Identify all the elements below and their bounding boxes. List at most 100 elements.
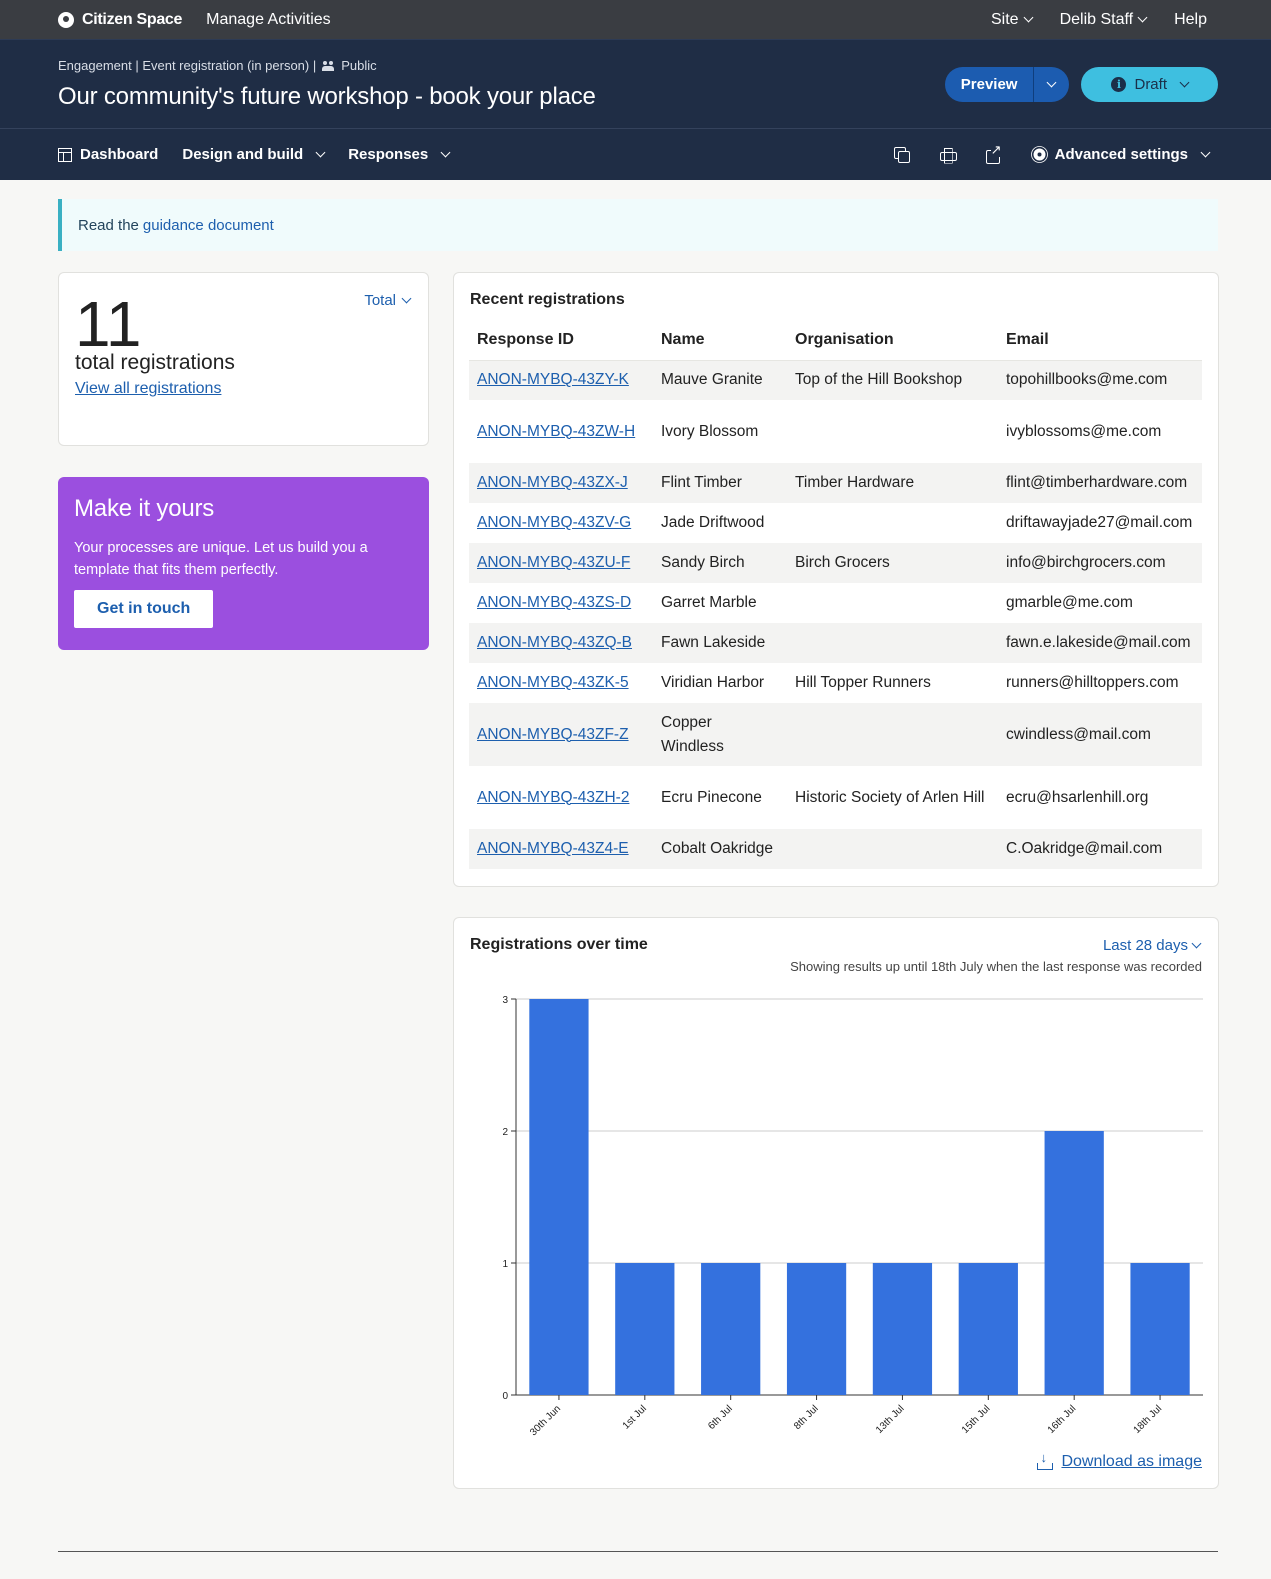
total-label: total registrations [75,351,235,374]
registrations-over-time-card: Registrations over time Last 28 days Sho… [453,917,1219,1489]
email-text: fawn.e.lakeside@mail.com [1006,634,1191,651]
external-link-icon[interactable] [985,142,1002,164]
download-label: Download as image [1061,1453,1202,1470]
response-id-link[interactable]: ANON-MYBQ-43ZQ-B [477,634,633,651]
response-id-cell: ANON-MYBQ-43ZY-K [469,360,653,400]
response-id-link[interactable]: ANON-MYBQ-43ZS-D [477,594,632,611]
name-text: Sandy Birch [661,554,745,571]
breadcrumb: Engagement | Event registration (in pers… [58,58,377,73]
name-text: Cobalt Oakridge [661,840,774,857]
preview-dropdown-button[interactable] [1033,67,1069,102]
response-id-link[interactable]: ANON-MYBQ-43ZV-G [477,514,632,531]
response-id-link[interactable]: ANON-MYBQ-43Z4-E [477,840,629,857]
site-menu[interactable]: Site [990,10,1034,29]
email-cell: topohillbooks@me.com [998,360,1202,400]
table-row: ANON-MYBQ-43ZU-F Sandy Birch Birch Grocers… [469,543,1202,583]
name-cell: Fawn Lakeside [653,623,787,663]
download-as-image-link[interactable]: Download as image [1037,1450,1202,1471]
user-menu-label: Delib Staff [1059,10,1134,28]
table-row: ANON-MYBQ-43ZK-5 Viridian Harbor Hill Topp… [469,663,1202,703]
total-period-select[interactable]: Total [364,292,412,309]
x-tick-label: 16th Jul [1046,1403,1079,1436]
get-in-touch-button[interactable]: Get in touch [74,590,214,628]
name-text: Viridian Harbor [661,674,765,691]
column-header: Name [653,320,787,361]
bar [529,999,589,1395]
response-id-link[interactable]: ANON-MYBQ-43ZK-5 [477,674,629,691]
response-id-link[interactable]: ANON-MYBQ-43ZH-2 [477,788,630,806]
total-registrations-card: 11 total registrations View all registra… [58,272,429,446]
manage-activities-link[interactable]: Manage Activities [206,10,331,28]
name-cell: Sandy Birch [653,543,787,583]
total-period-label: Total [364,292,396,309]
chevron-down-icon [1023,12,1034,23]
copy-icon[interactable] [893,146,910,163]
organisation-cell [787,623,998,663]
preview-button[interactable]: Preview [960,76,1018,93]
header-actions: Preview i Draft [944,67,1218,102]
organisation-cell [787,829,998,869]
date-range-select[interactable]: Last 28 days [1103,937,1202,954]
name-cell: Flint Timber [653,463,787,503]
email-cell: ivyblossoms@me.com [998,400,1202,463]
email-text: C.Oakridge@mail.com [1006,840,1163,857]
email-cell: flint@timberhardware.com [998,463,1202,503]
response-id-link[interactable]: ANON-MYBQ-43ZU-F [477,554,631,571]
page-title: Our community's future workshop - book y… [58,83,596,110]
response-id-link[interactable]: ANON-MYBQ-43ZF-Z [477,725,629,743]
bar [786,1263,847,1395]
tab-dashboard-label: Dashboard [80,146,159,163]
response-id-link[interactable]: ANON-MYBQ-43ZX-J [477,474,628,491]
column-header: Organisation [787,320,998,361]
registrations-chart: 0 1 2 3 30th Jun 1st Jul 6th Jul 8th Jul 13th Ju… [502,995,1203,1438]
top-nav: Site Delib Staff Help [991,11,1213,29]
table-row: ANON-MYBQ-43ZX-J Flint Timber Timber Hardw… [469,463,1202,503]
footer-divider [58,1551,1218,1552]
y-tick-label: 2 [502,1127,508,1138]
activity-tools: Advanced settings [893,142,1213,164]
print-icon[interactable] [939,147,957,163]
email-text: runners@hilltoppers.com [1006,674,1179,691]
guidance-document-link[interactable]: guidance document [142,216,274,234]
organisation-text: Top of the Hill Bookshop [795,371,963,389]
organisation-cell [787,400,998,463]
email-cell: info@birchgrocers.com [998,543,1202,583]
view-all-registrations-link[interactable]: View all registrations [75,380,222,397]
chevron-down-icon [1200,147,1211,158]
organisation-text: Hill Topper Runners [795,674,931,691]
y-tick-label: 1 [502,1259,508,1270]
tab-responses[interactable]: Responses [348,146,451,163]
chevron-down-icon [401,293,412,304]
organisation-text: Birch Grocers [795,554,890,571]
bar [615,1263,675,1395]
email-text: gmarble@me.com [1006,594,1133,611]
help-label: Help [1174,10,1207,28]
promo-title: Make it yours [74,495,215,522]
email-text: ecru@hsarlenhill.org [1006,788,1149,806]
info-icon: i [1111,77,1127,92]
chart-title: Registrations over time [470,936,648,953]
x-tick-label: 15th Jul [960,1403,993,1436]
bar [1130,1263,1190,1395]
tab-dashboard[interactable]: Dashboard [58,146,158,163]
tab-design-and-build[interactable]: Design and build [182,146,326,163]
y-tick-label: 0 [502,1391,508,1402]
x-tick-label: 18th Jul [1132,1403,1165,1436]
brand[interactable]: Citizen Space [58,11,182,29]
response-id-link[interactable]: ANON-MYBQ-43ZW-H [477,422,636,440]
help-link[interactable]: Help [1174,11,1207,29]
response-id-cell: ANON-MYBQ-43ZK-5 [469,663,653,703]
status-dropdown-button[interactable]: i Draft [1081,67,1218,102]
name-text: Fawn Lakeside [661,634,766,651]
x-tick-label: 30th Jun [528,1403,563,1438]
column-header: Response ID [469,320,653,361]
promo-text: Your processes are unique. Let us build … [74,540,368,578]
x-tick-label: 1st Jul [621,1403,649,1431]
user-menu[interactable]: Delib Staff [1059,10,1148,29]
response-id-link[interactable]: ANON-MYBQ-43ZY-K [477,371,629,389]
table-row: ANON-MYBQ-43Z4-E Cobalt Oakridge C.Oakridg… [469,829,1202,869]
advanced-settings-menu[interactable]: Advanced settings [1032,146,1211,163]
site-menu-label: Site [990,10,1019,28]
name-text: Flint Timber [661,474,742,491]
total-count: 11 [75,288,142,360]
